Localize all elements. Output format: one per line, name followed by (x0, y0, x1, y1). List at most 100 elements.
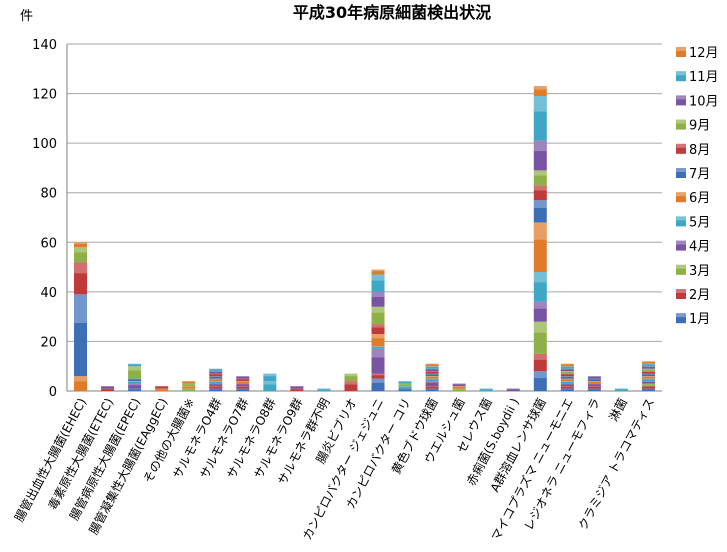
legend-item: 3月 (676, 264, 710, 279)
bar-highlight (533, 353, 547, 360)
legend-swatch-highlight (676, 216, 686, 221)
bar-segment (641, 373, 655, 377)
bar-fill (425, 368, 439, 372)
bar-highlight (614, 388, 628, 390)
bar-highlight (479, 388, 493, 390)
bar-segment (506, 388, 520, 391)
bar-fill (344, 373, 358, 382)
legend-swatch-highlight (676, 95, 686, 100)
bar-fill (128, 383, 142, 389)
bar-segment (533, 200, 547, 223)
bar-fill (641, 366, 655, 369)
bar-segment (155, 388, 169, 391)
bar-highlight (560, 366, 574, 368)
bar-fill (371, 306, 385, 325)
bar-highlight (560, 368, 574, 370)
bar-highlight (587, 381, 601, 382)
bar-segment (371, 333, 385, 347)
bar-segment (533, 371, 547, 391)
bar-highlight (209, 388, 223, 390)
bar-segment (560, 381, 574, 384)
bar-highlight (74, 294, 88, 323)
legend-swatch-highlight (676, 289, 686, 293)
bar-highlight (587, 386, 601, 387)
bar-segment (236, 383, 250, 387)
bar-segment (560, 373, 574, 377)
bar-highlight (290, 386, 304, 387)
bar-highlight (398, 383, 412, 385)
x-tick-label: 淋菌 (606, 396, 630, 424)
legend-item: 11月 (676, 70, 719, 85)
legend-item: 6月 (676, 191, 710, 206)
y-tick-label: 40 (40, 286, 57, 301)
legend-swatch-highlight (676, 168, 686, 172)
bar-highlight (209, 371, 223, 373)
bar-fill (641, 378, 655, 382)
bar-highlight (641, 376, 655, 377)
bar-segment (236, 381, 250, 384)
bar-fill (533, 222, 547, 273)
legend-swatch-highlight (676, 313, 686, 318)
bar-fill (371, 274, 385, 292)
bar-highlight (560, 383, 574, 385)
bar-segment (641, 366, 655, 369)
legend-label: 4月 (689, 240, 710, 255)
bar-segment (533, 96, 547, 141)
bar-segment (398, 381, 412, 384)
bar-highlight (371, 373, 385, 376)
bar-fill (641, 361, 655, 364)
bar-segment (533, 272, 547, 302)
bar-segment (425, 386, 439, 389)
bar-fill (479, 388, 493, 391)
legend-item: 1月 (676, 312, 710, 327)
bar-segment (263, 381, 277, 391)
bar-highlight (533, 170, 547, 176)
bar-segment (209, 386, 223, 389)
bar-highlight (506, 388, 520, 390)
bar-segment (290, 386, 304, 389)
bar-highlight (452, 388, 466, 390)
bar-fill (236, 378, 250, 382)
bar-segment (128, 378, 142, 382)
bar-segment (452, 388, 466, 391)
bar-segment (371, 373, 385, 379)
legend-label: 1月 (689, 312, 710, 327)
bar-segment (182, 381, 196, 384)
bar-fill (506, 388, 520, 391)
bar-segment (641, 388, 655, 391)
bar-fill (560, 368, 574, 372)
bar-highlight (425, 386, 439, 387)
bar-segment (182, 383, 196, 387)
legend-label: 5月 (689, 215, 710, 230)
legend-label: 3月 (689, 264, 710, 279)
bar-fill (614, 388, 628, 391)
bar-fill (371, 269, 385, 275)
bar-segment (533, 301, 547, 322)
bar-highlight (425, 368, 439, 370)
bar-highlight (371, 348, 385, 358)
bar-highlight (209, 368, 223, 370)
bar-segment (209, 381, 223, 384)
bar-segment (533, 140, 547, 171)
bar-highlight (560, 388, 574, 390)
bar-highlight (209, 383, 223, 385)
bar-fill (560, 376, 574, 379)
bar-segment (128, 363, 142, 367)
bar-fill (263, 373, 277, 382)
bar-segment (371, 269, 385, 275)
bar-highlight (182, 388, 196, 390)
bar-highlight (236, 378, 250, 380)
bar-segment (74, 294, 88, 377)
bar-highlight (560, 386, 574, 387)
legend-swatch (676, 95, 686, 106)
legend-label: 8月 (689, 143, 710, 158)
bar-segment (425, 371, 439, 374)
bar-segment (128, 366, 142, 379)
bar-segment (614, 388, 628, 391)
bar-fill (560, 383, 574, 387)
bar-segment (425, 366, 439, 369)
bar-segment (533, 86, 547, 97)
bar-segment (587, 388, 601, 391)
bar-segment (317, 388, 331, 391)
